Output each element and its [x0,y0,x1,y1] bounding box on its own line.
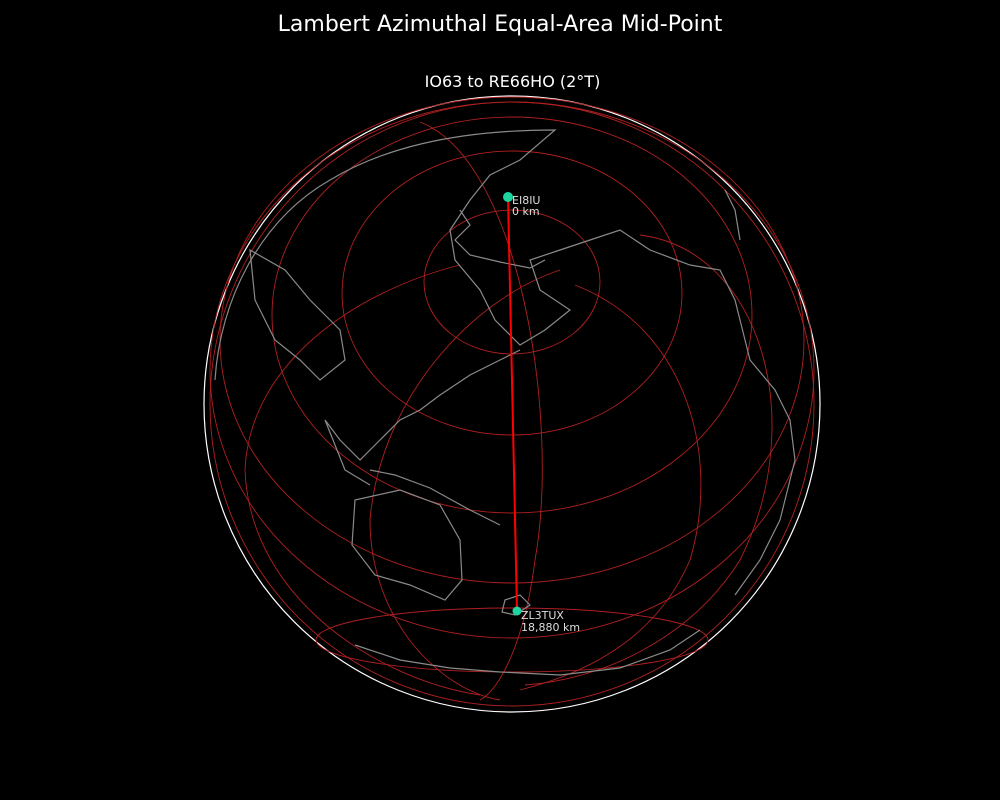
station-call: EI8IU [512,194,541,207]
range-rings [209,96,815,707]
map-subtitle: IO63 to RE66HO (2°T) [424,72,601,91]
station-marker [512,606,522,616]
station-call: ZL3TUX [521,609,564,622]
station-zl3tux: ZL3TUX 18,880 km [512,606,580,634]
coastlines [214,129,796,676]
station-distance: 18,880 km [521,621,580,634]
figure-title: Lambert Azimuthal Equal-Area Mid-Point [277,12,723,37]
station-ei8iu: EI8IU 0 km [503,192,541,218]
station-marker [503,192,513,202]
great-circle-path [507,196,518,611]
station-distance: 0 km [512,205,540,218]
